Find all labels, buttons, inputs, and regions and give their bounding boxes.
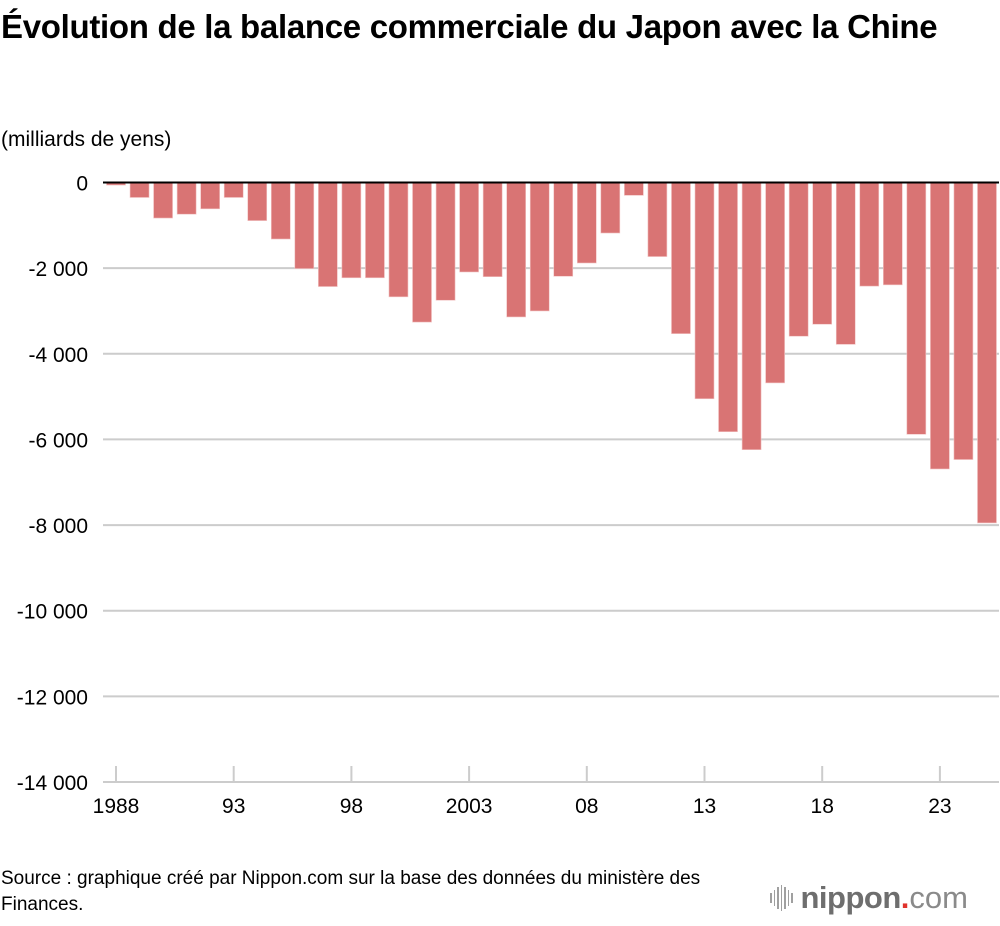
y-tick-label: -10 000 [17,601,88,624]
bar [553,182,574,277]
bar [694,182,715,400]
bar [176,182,197,215]
bar [153,182,173,219]
bar [718,182,738,433]
bar [365,182,385,279]
bar [624,182,644,196]
y-tick-label: 0 [76,173,88,196]
logo-name: nippon [800,880,902,915]
bar [388,182,409,298]
y-tick-label: -12 000 [17,686,88,709]
x-tick-label: 98 [340,795,363,818]
y-tick-label: -2 000 [28,258,88,281]
logo-tld: com [909,880,968,915]
bar [200,182,220,210]
y-tick-label: -6 000 [28,429,88,452]
source-note: Source : graphique créé par Nippon.com s… [1,868,701,915]
bar [647,182,668,257]
y-axis-ticks: 0 -2 000 -4 000 -6 000 -8 000 -10 000 -12 000 -… [17,173,88,796]
gridlines [103,267,999,783]
x-tick-label: 2003 [446,795,493,818]
x-tick-label: 18 [811,795,834,818]
bar [930,182,950,470]
bar-chart: 0 -2 000 -4 000 -6 000 -8 000 -10 000 -12 000 -… [17,173,999,818]
bar [294,182,315,269]
sound-wave-icon [770,885,793,911]
bar [812,182,833,325]
bar [318,182,338,287]
y-tick-label: -8 000 [28,515,88,538]
x-tick-label: 08 [575,795,598,818]
bar [977,182,997,524]
bar [482,182,503,278]
chart-title: Évolution de la balance commerciale du J… [1,8,938,45]
bar [341,182,362,279]
bar [859,182,880,287]
bar [270,182,291,240]
nippon-logo: nippon. com [770,880,968,916]
bar [506,182,526,318]
bar [883,182,903,286]
y-tick-label: -4 000 [28,344,88,367]
bar [600,182,621,234]
bar [906,182,927,435]
bar [765,182,785,384]
bar [576,182,597,264]
x-axis-ticks: 1988 93 98 2003 08 13 18 23 [93,766,952,818]
y-tick-label: -14 000 [17,772,88,795]
bar [223,182,244,198]
bar [459,182,479,273]
bar [835,182,856,345]
bar [953,182,974,460]
bar [247,182,268,221]
bar [529,182,550,312]
x-tick-label: 93 [222,795,245,818]
bar [671,182,691,334]
x-tick-label: 1988 [93,795,140,818]
y-axis-unit-label: (milliards de yens) [1,128,172,151]
bars [106,182,997,524]
bar [412,182,432,323]
bar [788,182,809,337]
bar [435,182,456,301]
bar [129,182,150,198]
x-tick-label: 23 [928,795,951,818]
bar [741,182,762,451]
logo-dot: . [900,880,910,915]
x-tick-label: 13 [693,795,716,818]
